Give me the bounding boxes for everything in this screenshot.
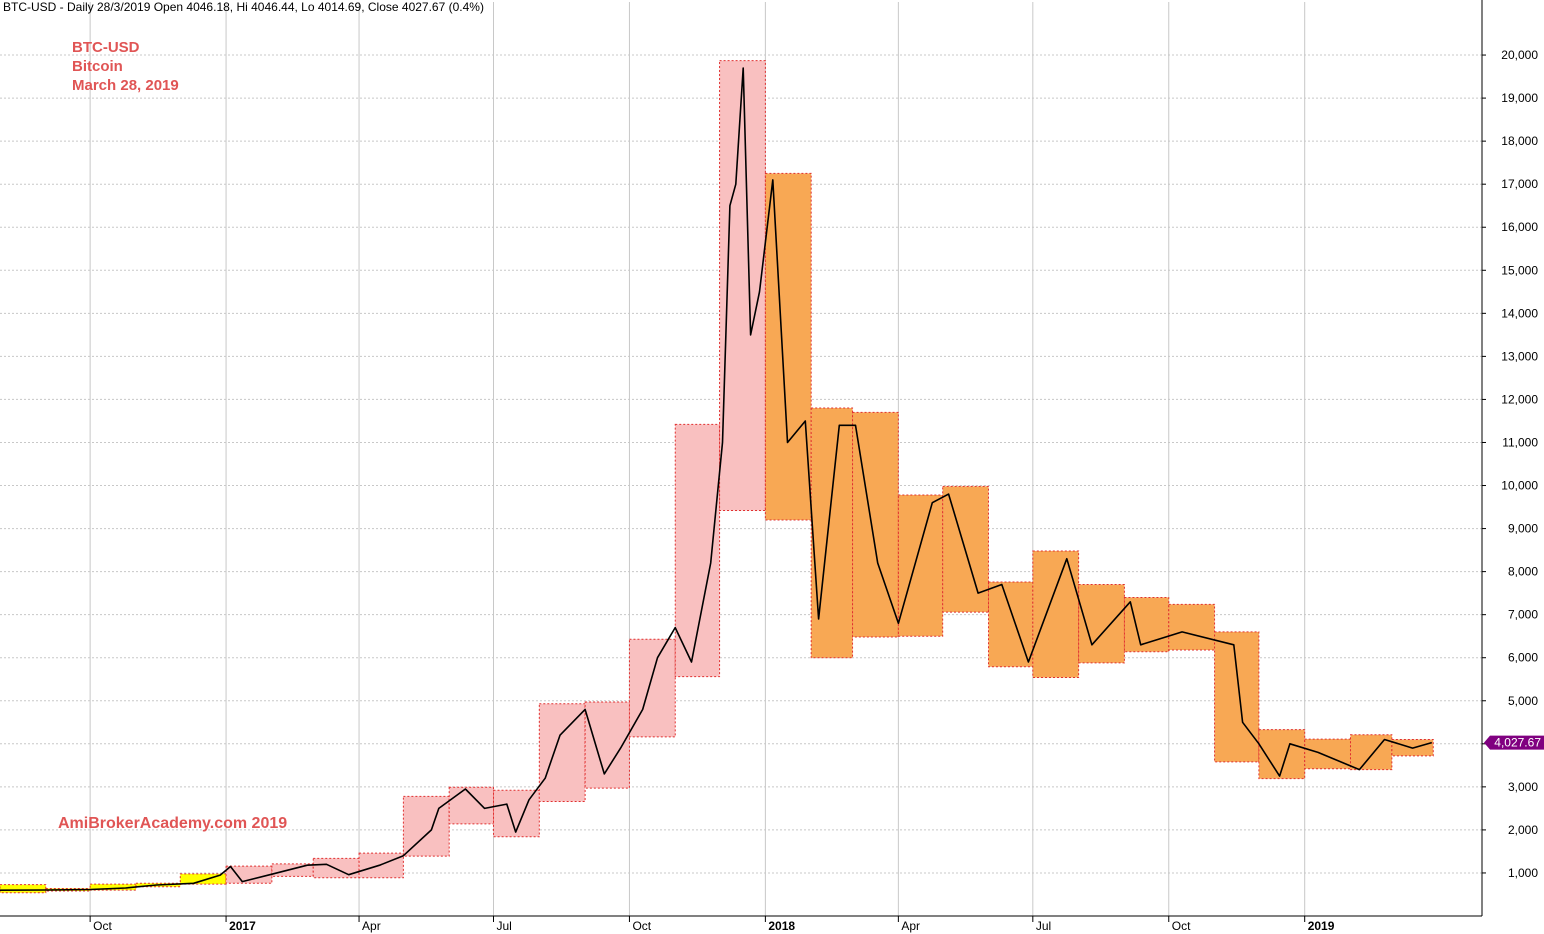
range-box-orange bbox=[764, 172, 812, 521]
watermark-text: AmiBrokerAcademy.com 2019 bbox=[58, 815, 288, 832]
range-box-orange bbox=[1168, 603, 1216, 651]
chart-header-info: BTC-USD - Daily 28/3/2019 Open 4046.18, … bbox=[3, 0, 484, 14]
range-box-orange bbox=[1349, 734, 1393, 771]
last-price-tag: 4,027.67 bbox=[1484, 735, 1544, 750]
range-box-orange bbox=[810, 407, 854, 659]
range-box-pink bbox=[628, 638, 676, 738]
asset-name-annotation: Bitcoin bbox=[72, 58, 123, 75]
x-tick-label: Jul bbox=[497, 919, 512, 933]
y-tick-label: 8,000 bbox=[1508, 565, 1538, 579]
monthly-range-boxes bbox=[0, 60, 1434, 894]
range-box-pink bbox=[719, 60, 766, 511]
x-tick-label: Apr bbox=[901, 919, 920, 933]
price-tag-shape bbox=[1484, 735, 1544, 750]
x-tick-label: 2018 bbox=[768, 919, 795, 933]
x-tick-label: Jul bbox=[1036, 919, 1051, 933]
price-series bbox=[0, 67, 1433, 892]
y-tick-label: 14,000 bbox=[1501, 306, 1538, 320]
range-box-pink bbox=[674, 423, 721, 678]
y-tick-label: 10,000 bbox=[1501, 479, 1538, 493]
y-tick-label: 17,000 bbox=[1501, 177, 1538, 191]
range-box-orange bbox=[897, 494, 944, 637]
range-box-pink bbox=[448, 786, 495, 825]
y-tick-label: 11,000 bbox=[1502, 435, 1538, 449]
y-tick-label: 7,000 bbox=[1508, 608, 1538, 622]
range-box-yellow bbox=[0, 884, 47, 894]
ticker-annotation: BTC-USD bbox=[72, 39, 140, 56]
x-tick-label: 2019 bbox=[1308, 919, 1335, 933]
x-tick-label: Apr bbox=[362, 919, 381, 933]
y-tick-label: 18,000 bbox=[1501, 134, 1538, 148]
price-line bbox=[0, 67, 1433, 892]
y-tick-label: 1,000 bbox=[1508, 866, 1538, 880]
range-box-orange bbox=[1304, 738, 1351, 770]
date-annotation: March 28, 2019 bbox=[72, 77, 179, 94]
y-tick-label: 13,000 bbox=[1501, 349, 1538, 363]
x-tick-label: Oct bbox=[1172, 919, 1191, 933]
range-box-pink bbox=[538, 703, 586, 802]
y-tick-label: 9,000 bbox=[1508, 522, 1538, 536]
y-tick-label: 3,000 bbox=[1508, 780, 1538, 794]
price-tag-label: 4,027.67 bbox=[1494, 736, 1541, 750]
y-tick-label: 12,000 bbox=[1501, 392, 1538, 406]
range-box-pink bbox=[225, 865, 273, 884]
y-tick-label: 19,000 bbox=[1501, 91, 1538, 105]
x-tick-label: Oct bbox=[632, 919, 651, 933]
y-tick-label: 20,000 bbox=[1501, 48, 1538, 62]
x-tick-label: Oct bbox=[93, 919, 112, 933]
range-box-orange bbox=[1032, 550, 1080, 679]
range-box-orange bbox=[1214, 631, 1260, 763]
y-tick-label: 6,000 bbox=[1508, 651, 1538, 665]
x-tick-label: 2017 bbox=[229, 919, 256, 933]
range-box-yellow bbox=[179, 873, 227, 885]
y-tick-label: 16,000 bbox=[1501, 220, 1538, 234]
y-tick-label: 5,000 bbox=[1508, 694, 1538, 708]
y-tick-label: 2,000 bbox=[1508, 823, 1538, 837]
y-tick-label: 15,000 bbox=[1501, 263, 1538, 277]
